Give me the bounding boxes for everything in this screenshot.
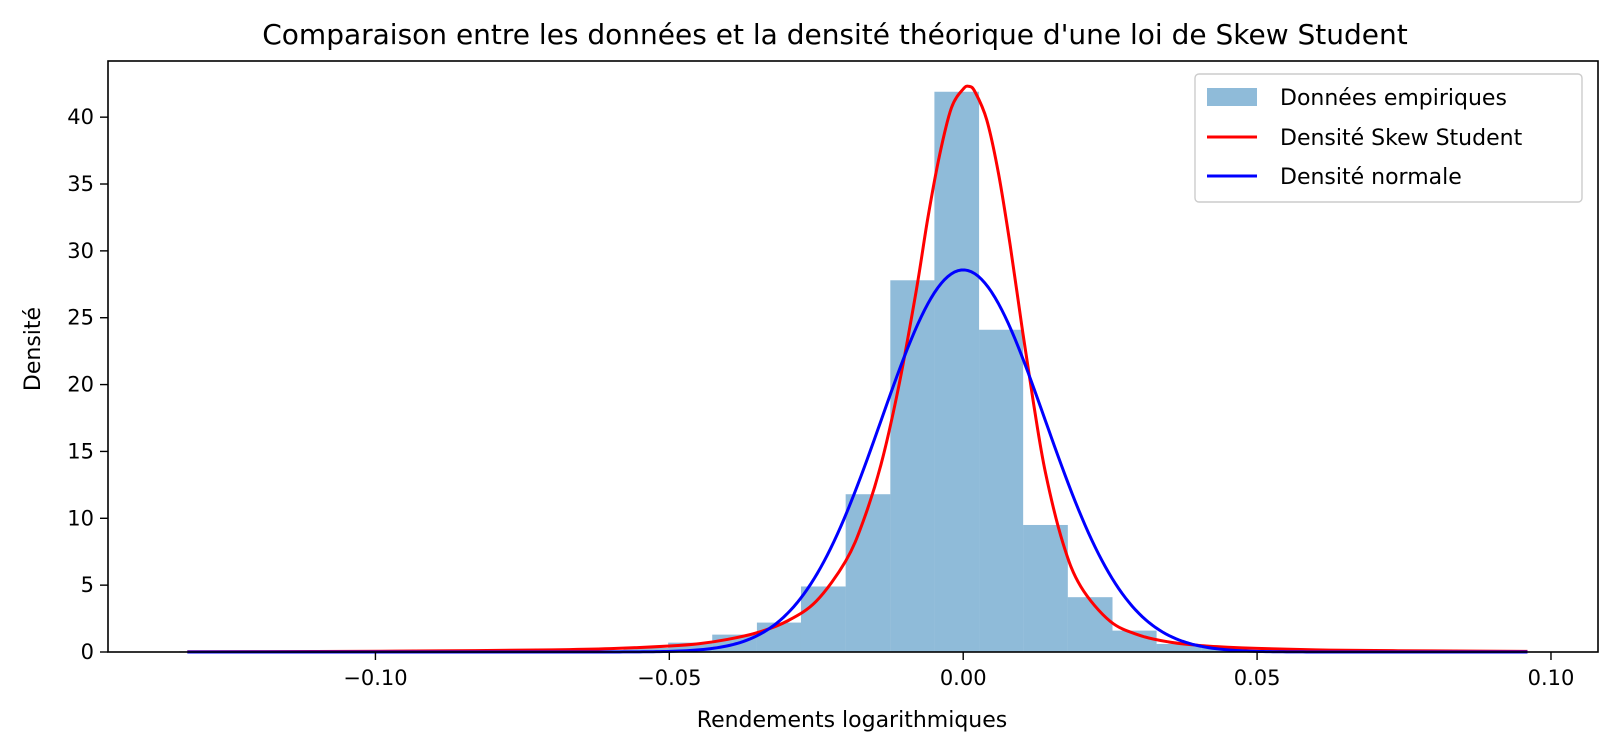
histogram-bar <box>934 91 980 652</box>
x-axis-label: Rendements logarithmiques <box>697 708 1007 733</box>
legend: Données empiriques Densité Skew Student … <box>1194 73 1583 203</box>
plot-frame <box>107 60 1599 653</box>
x-tick-label: −0.05 <box>637 666 701 690</box>
x-tick-label: −0.10 <box>343 666 407 690</box>
histogram-bar <box>890 280 935 652</box>
legend-swatch-histogram <box>1207 88 1257 106</box>
y-tick-label: 30 <box>67 239 94 263</box>
legend-label-normal: Densité normale <box>1280 165 1462 190</box>
histogram-bar <box>1156 643 1202 652</box>
y-axis-label: Densité <box>21 307 46 391</box>
chart-title: Comparaison entre les données et la dens… <box>262 18 1408 51</box>
y-axis-ticks: 0 5 10 15 20 25 30 35 40 <box>67 105 108 664</box>
histogram-bar <box>1067 597 1113 652</box>
histogram-bar <box>668 642 713 652</box>
x-tick-label: 0.00 <box>940 666 987 690</box>
histogram-bar <box>845 494 891 652</box>
x-tick-label: 0.10 <box>1528 666 1575 690</box>
y-tick-label: 20 <box>67 373 94 397</box>
histogram-bar <box>756 622 801 652</box>
y-tick-label: 5 <box>81 573 94 597</box>
histogram-bars <box>179 91 1557 652</box>
x-axis-ticks: −0.10 −0.05 0.00 0.05 0.10 <box>343 652 1574 690</box>
y-tick-label: 25 <box>67 306 94 330</box>
histogram-bar <box>979 329 1024 652</box>
histogram-bar <box>800 586 846 652</box>
legend-label-histogram: Données empiriques <box>1280 86 1507 111</box>
y-tick-label: 40 <box>67 105 94 129</box>
skew-student-density-line <box>187 84 1528 654</box>
y-tick-label: 15 <box>67 439 94 463</box>
y-tick-label: 10 <box>67 506 94 530</box>
x-tick-label: 0.05 <box>1234 666 1281 690</box>
y-tick-label: 35 <box>67 172 94 196</box>
legend-frame <box>1194 73 1583 203</box>
legend-label-skew-student: Densité Skew Student <box>1280 126 1523 151</box>
histogram-bar <box>623 647 669 652</box>
y-tick-label: 0 <box>81 640 94 664</box>
histogram-bar <box>1023 524 1068 652</box>
